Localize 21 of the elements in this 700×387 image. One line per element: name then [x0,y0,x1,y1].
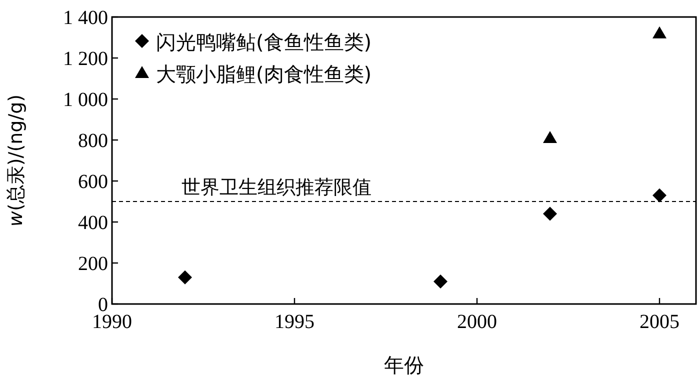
x-tick-label: 1995 [274,311,314,333]
x-tick-label: 2000 [457,311,497,333]
y-tick-label: 800 [78,130,108,152]
ref-line-label: 世界卫生组织推荐限值 [181,176,372,198]
x-tick-label: 2005 [640,311,680,333]
y-tick-label: 200 [78,253,108,275]
point [178,270,192,284]
point [652,26,666,38]
y-tick-label: 600 [78,171,108,193]
point [434,274,448,288]
y-tick-label: 400 [78,212,108,234]
x-axis-title: 年份 [384,353,424,377]
point [652,188,666,202]
point [543,206,557,221]
point [543,130,557,143]
y-tick-label: 1 200 [63,48,108,70]
legend-label: 大颚小脂鲤(肉食性鱼类) [156,62,372,86]
y-axis-title: w(总汞)/(ng/g) [5,94,27,227]
y-tick-label: 1 000 [63,89,108,111]
legend-label: 闪光鸭嘴鲇(食鱼性鱼类) [156,30,372,54]
y-tick-label: 1 400 [63,7,108,29]
